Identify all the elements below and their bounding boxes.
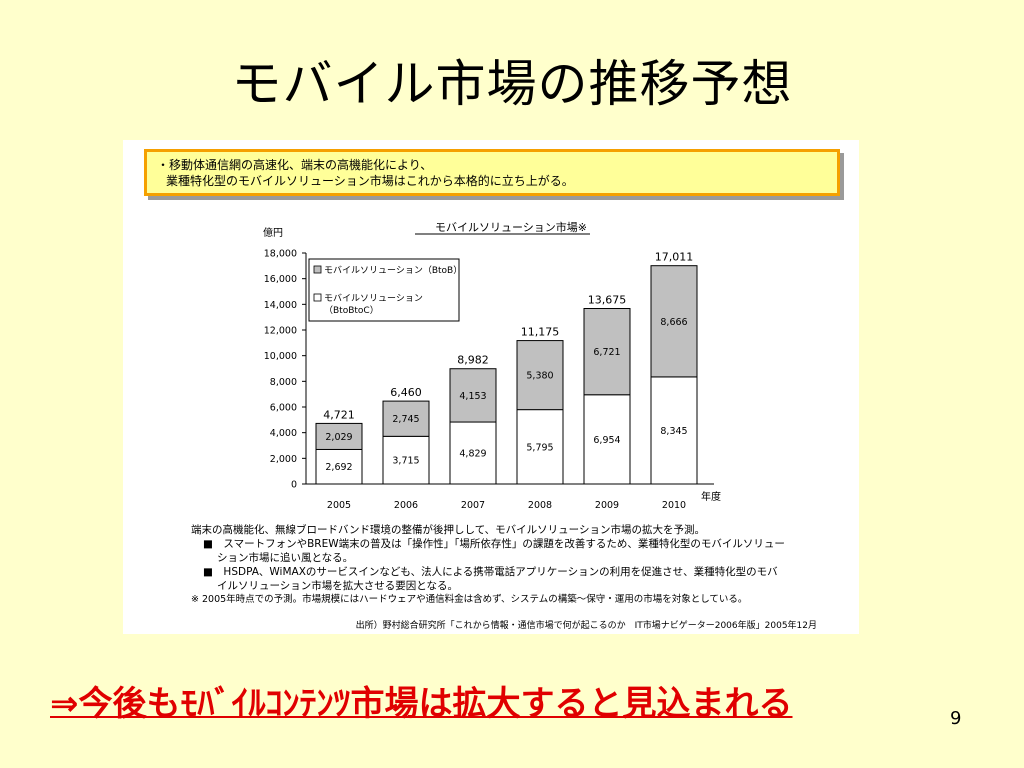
bar-value-label: 2,692 [325, 462, 352, 473]
bar-segment-btobtoc [382, 435, 430, 485]
y-tick-label: 0 [291, 480, 297, 491]
slide-title: モバイル市場の推移予想 [231, 55, 793, 113]
bar-value-label: 5,795 [526, 442, 553, 453]
bar-segment-btob [516, 340, 564, 411]
y-tick-label: 12,000 [264, 326, 297, 337]
notes-bullet-2: ■ HSDPA、WiMAXのサービスインなども、法人による携帯電話アプリケーショ… [203, 566, 778, 578]
y-tick-label: 2,000 [270, 454, 297, 465]
bar-value-label: 2,029 [325, 432, 352, 443]
bar-value-label: 5,380 [526, 371, 553, 382]
notes-lead: 端末の高機能化、無線ブロードバンド環境の整備が後押しして、モバイルソリューション… [191, 524, 705, 536]
x-tick-label: 2005 [327, 500, 351, 511]
bar-value-label: 6,954 [593, 435, 620, 446]
chart-axes: 0 2,000 4,000 6,000 8,000 10,000 12,000 14,000 1… [264, 249, 714, 491]
bar-value-label: 6,721 [593, 347, 620, 358]
chart-panel: ・移動体通信網の高速化、端末の高機能化により、 業種特化型のモバイルソリューショ… [123, 140, 859, 634]
y-axis-unit: 億円 [263, 226, 283, 239]
chart-title: モバイルソリューション市場※ [435, 220, 587, 234]
bar-total-label: 4,721 [323, 408, 355, 421]
y-tick-label: 8,000 [270, 377, 297, 388]
chart-bars: 2,692 2,029 4,721 2005 3,715 2,745 6,460 2006 4,… [315, 251, 698, 511]
conclusion-text: ⇒今後もﾓﾊﾞｲﾙｺﾝﾃﾝﾂ市場は拡大すると見込まれる [50, 684, 793, 724]
bar-value-label: 4,153 [459, 391, 486, 402]
bar-segment-btob [315, 422, 363, 450]
bar-total-label: 17,011 [655, 251, 694, 264]
bar-total-label: 11,175 [521, 326, 560, 339]
x-tick-label: 2006 [394, 500, 418, 511]
bar-value-label: 8,666 [660, 317, 687, 328]
page-number: 9 [950, 708, 962, 729]
legend-entry-btob: モバイルソリューション（BtoB） [324, 265, 462, 276]
x-tick-label: 2010 [662, 500, 686, 511]
bar-segment-btobtoc [315, 448, 363, 485]
notes-bullet-2-cont: イルソリューション市場を拡大させる要因となる。 [217, 580, 458, 592]
y-tick-label: 6,000 [270, 403, 297, 414]
bar-segment-btob [382, 400, 430, 437]
y-tick-label: 18,000 [264, 249, 297, 260]
notes-footnote: ※ 2005年時点での予測。市場規模にはハードウェアや通信料金は含めず、システム… [191, 594, 748, 605]
bar-total-label: 13,675 [588, 294, 627, 307]
x-axis-unit: 年度 [701, 490, 721, 503]
bar-chart: モバイルソリューション市場※ 億円 年度 0 2,000 4,000 6,000 8,0… [263, 220, 721, 511]
bar-segment-btobtoc [650, 376, 698, 485]
bar-segment-btob [449, 368, 497, 423]
callout-line-2: 業種特化型のモバイルソリューション市場はこれから本格的に立ち上がる。 [166, 174, 574, 188]
summary-callout: ・移動体通信網の高速化、端末の高機能化により、 業種特化型のモバイルソリューショ… [144, 149, 840, 196]
chart-legend: モバイルソリューション（BtoB） モバイルソリューション （BtoBtoC） [308, 258, 462, 322]
y-tick-label: 4,000 [270, 428, 297, 439]
bar-segment-btob [650, 265, 698, 378]
bar-segment-btobtoc [583, 394, 631, 485]
callout-line-1: ・移動体通信網の高速化、端末の高機能化により、 [157, 158, 433, 172]
legend-entry-btobtoc-sub: （BtoBtoC） [324, 305, 379, 316]
x-tick-label: 2007 [461, 500, 485, 511]
bar-total-label: 6,460 [390, 386, 422, 399]
bar-segment-btobtoc [516, 409, 564, 485]
bar-value-label: 2,745 [392, 414, 419, 425]
bar-value-label: 3,715 [392, 456, 419, 467]
notes-bullet-1-cont: ション市場に追い風となる。 [217, 552, 354, 564]
x-tick-label: 2008 [528, 500, 552, 511]
bar-total-label: 8,982 [457, 354, 489, 367]
bar-value-label: 8,345 [660, 426, 687, 437]
chart-notes: 端末の高機能化、無線ブロードバンド環境の整備が後押しして、モバイルソリューション… [191, 523, 851, 607]
y-tick-label: 10,000 [264, 351, 297, 362]
bar-value-label: 4,829 [459, 449, 486, 460]
y-tick-label: 14,000 [264, 300, 297, 311]
y-tick-label: 16,000 [264, 274, 297, 285]
legend-box [308, 258, 460, 322]
bar-segment-btob [583, 308, 631, 396]
x-tick-label: 2009 [595, 500, 619, 511]
legend-swatch-btobtoc [313, 293, 322, 302]
legend-entry-btobtoc: モバイルソリューション [324, 293, 423, 304]
legend-swatch-btob [313, 265, 322, 274]
source-citation: 出所）野村総合研究所「これから情報・通信市場で何が起こるのか IT市場ナビゲータ… [355, 621, 817, 631]
notes-bullet-1: ■ スマートフォンやBREW端末の普及は「操作性」「場所依存性」の課題を改善する… [203, 538, 785, 550]
